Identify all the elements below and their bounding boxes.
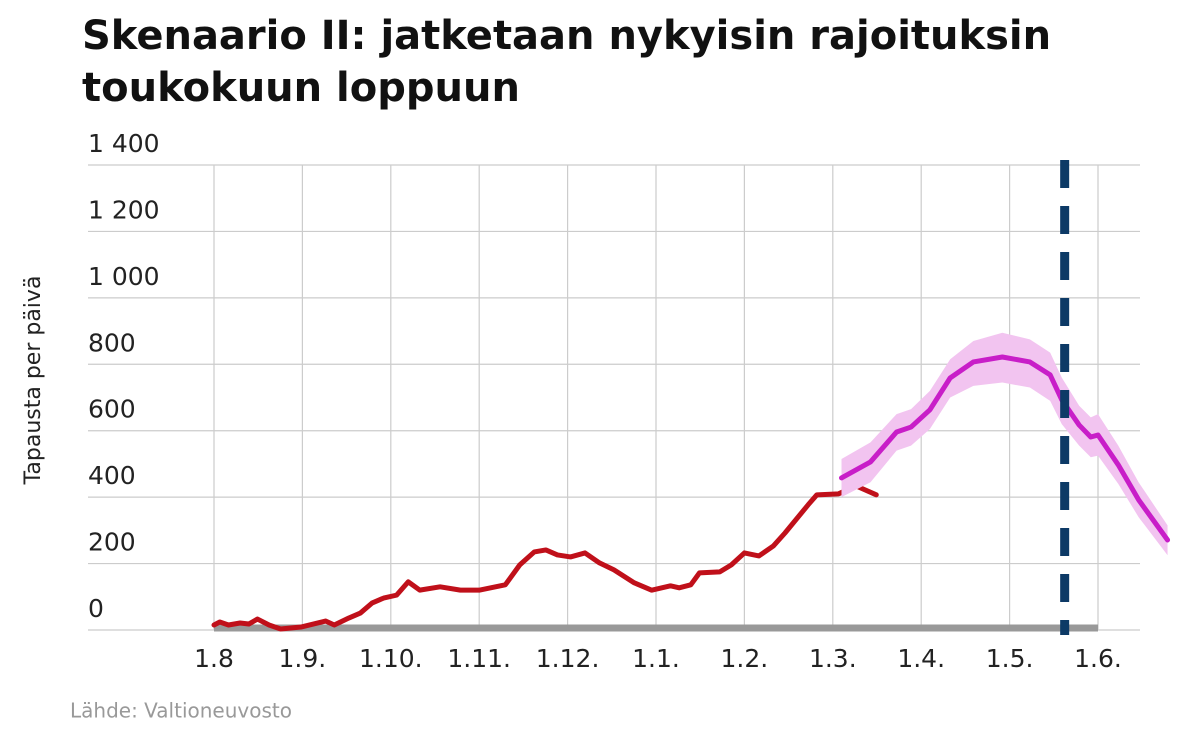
y-axis-label: Tapausta per päivä: [21, 276, 46, 486]
y-tick-label: 400: [88, 461, 136, 490]
y-tick-label: 1 200: [88, 195, 160, 224]
x-tick-label: 1.12.: [536, 644, 600, 673]
x-tick-label: 1.9.: [279, 644, 327, 673]
source: Lähde: Valtioneuvosto: [70, 699, 292, 723]
y-tick-label: 1 000: [88, 262, 160, 291]
x-tick-label: 1.6.: [1074, 644, 1122, 673]
y-tick-label: 800: [88, 328, 136, 357]
x-tick-label: 1.11.: [447, 644, 511, 673]
x-tick-label: 1.3.: [809, 644, 857, 673]
x-tick-label: 1.10.: [359, 644, 423, 673]
x-tick-label: 1.2.: [721, 644, 769, 673]
y-tick-label: 200: [88, 528, 136, 557]
x-tick-label: 1.5.: [986, 644, 1034, 673]
data-line: [211, 483, 879, 632]
confidence-band: [841, 332, 1168, 556]
chart-title: Skenaario II: jatketaan nykyisin rajoitu…: [82, 13, 1051, 59]
x-tick-label: 1.8: [194, 644, 234, 673]
y-tick-label: 1 400: [88, 129, 160, 158]
x-tick-label: 1.4.: [897, 644, 945, 673]
y-tick-label: 0: [88, 594, 104, 623]
y-tick-label: 600: [88, 395, 136, 424]
x-tick-label: 1.1.: [632, 644, 680, 673]
data-line: [838, 354, 1171, 543]
chart-title: toukokuun loppuun: [82, 65, 520, 111]
